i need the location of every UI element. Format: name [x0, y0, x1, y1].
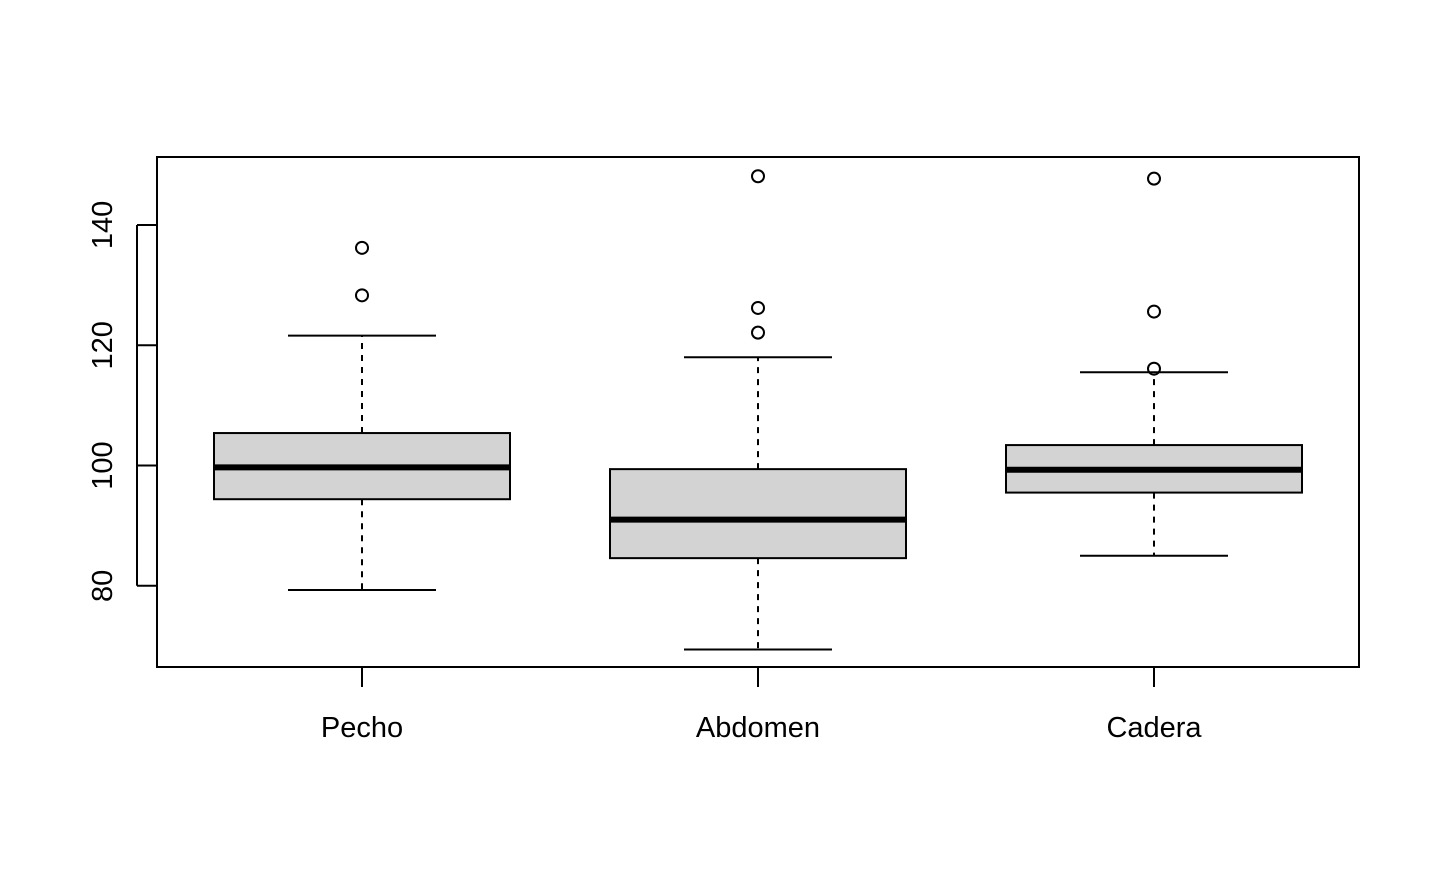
outlier-point	[1147, 304, 1161, 319]
box-group-pecho	[213, 240, 511, 592]
outlier-point	[751, 325, 765, 340]
axes-layer: Pecho Abdomen Cadera 80 100 120 140	[87, 201, 1202, 744]
y-tick-label: 120	[87, 321, 119, 369]
x-tick-label: Cadera	[1106, 712, 1202, 744]
x-tick-label: Abdomen	[696, 712, 820, 744]
y-tick-label: 100	[87, 441, 119, 489]
outlier-point	[355, 288, 369, 303]
y-tick-label: 140	[87, 201, 119, 249]
y-tick-label: 80	[87, 570, 119, 602]
outlier-point	[1147, 171, 1161, 186]
plot-layer	[213, 169, 1303, 651]
box-group-abdomen	[609, 169, 907, 651]
box-group-cadera	[1005, 171, 1303, 557]
iqr-box	[609, 468, 907, 560]
outlier-point	[751, 169, 765, 184]
outlier-point	[751, 300, 765, 315]
x-tick-label: Pecho	[321, 712, 403, 744]
outlier-point	[1147, 361, 1161, 376]
outlier-point	[355, 240, 369, 255]
